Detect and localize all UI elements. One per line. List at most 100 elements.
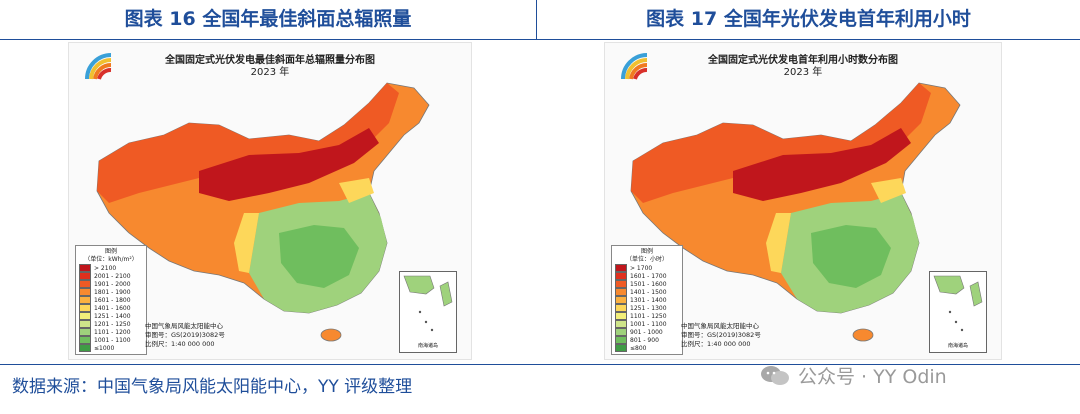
left-legend: 图例 （单位：kWh/m²） > 2100 2001 - 2100 1901 - 2…: [75, 245, 147, 355]
left-map-title: 全国固定式光伏发电最佳斜面年总辐照量分布图: [165, 55, 375, 66]
right-legend: 图例 （单位：小时） > 1700 1601 - 1700 1501 - 1600 1…: [611, 245, 683, 355]
legend-item: 1601 - 1700: [615, 272, 679, 280]
legend-label: ≤800: [630, 344, 647, 352]
legend-label: 1401 - 1500: [630, 288, 667, 296]
legend-label: 801 - 900: [630, 336, 659, 344]
right-map: 全国固定式光伏发电首年利用小时数分布图 2023 年 图例 （单位：小时） > …: [604, 42, 1002, 360]
legend-swatch: [615, 280, 627, 288]
legend-item: 1001 - 1100: [615, 320, 679, 328]
legend-label: 1251 - 1300: [630, 304, 667, 312]
legend-item: 1101 - 1200: [79, 328, 143, 336]
right-legend-title: 图例: [640, 248, 653, 255]
legend-label: 1901 - 2000: [94, 280, 131, 288]
legend-label: > 2100: [94, 264, 117, 272]
left-credit-scale: 比例尺：1:40 000 000: [145, 340, 215, 348]
legend-label: 1401 - 1600: [94, 304, 131, 312]
legend-label: 1001 - 1100: [630, 320, 667, 328]
left-logo-icon: [85, 53, 112, 80]
legend-swatch: [79, 264, 91, 272]
legend-item: 1251 - 1300: [615, 304, 679, 312]
legend-swatch: [615, 272, 627, 280]
left-figure-title: 图表 16 全国年最佳斜面总辐照量: [124, 8, 412, 30]
left-credit: 中国气象局风能太阳能中心 审图号：GS(2019)3082号 比例尺：1:40 …: [145, 322, 225, 349]
legend-swatch: [79, 344, 91, 352]
legend-item: 1901 - 2000: [79, 280, 143, 288]
legend-swatch: [79, 320, 91, 328]
legend-item: 1101 - 1250: [615, 312, 679, 320]
legend-item: 1001 - 1100: [79, 336, 143, 344]
legend-item: ≤800: [615, 344, 679, 352]
legend-item: 1401 - 1500: [615, 288, 679, 296]
left-inset-map: [403, 275, 453, 332]
left-legend-items: > 2100 2001 - 2100 1901 - 2000 1801 - 1900 1…: [79, 264, 143, 352]
right-legend-unit: （单位：小时）: [625, 256, 668, 263]
right-inset-map: [933, 275, 983, 332]
right-credit-org: 中国气象局风能太阳能中心: [681, 322, 759, 330]
legend-item: 1601 - 1800: [79, 296, 143, 304]
left-inset-caption: 南海诸岛: [417, 343, 438, 349]
legend-swatch: [615, 336, 627, 344]
legend-label: 1501 - 1600: [630, 280, 667, 288]
legend-swatch: [615, 344, 627, 352]
right-inset-caption: 南海诸岛: [947, 343, 968, 349]
legend-item: ≤1000: [79, 344, 143, 352]
legend-label: 2001 - 2100: [94, 272, 131, 280]
left-south-china-sea-inset: 南海诸岛: [399, 271, 457, 353]
legend-item: 1801 - 1900: [79, 288, 143, 296]
legend-label: 1301 - 1400: [630, 296, 667, 304]
left-legend-unit: （单位：kWh/m²）: [84, 256, 138, 263]
legend-item: 1301 - 1400: [615, 296, 679, 304]
legend-swatch: [79, 336, 91, 344]
left-legend-title: 图例: [104, 248, 117, 255]
legend-swatch: [79, 272, 91, 280]
legend-item: 1401 - 1600: [79, 304, 143, 312]
legend-item: > 1700: [615, 264, 679, 272]
legend-swatch: [615, 320, 627, 328]
title-separator: [536, 0, 537, 40]
watermark-text: 公众号 · YY Odin: [798, 366, 947, 388]
legend-label: 1101 - 1250: [630, 312, 667, 320]
left-credit-review: 审图号：GS(2019)3082号: [145, 331, 225, 339]
watermark: 公众号 · YY Odin: [760, 362, 947, 389]
right-credit: 中国气象局风能太阳能中心 审图号：GS(2019)3082号 比例尺：1:40 …: [681, 322, 761, 349]
data-source: 数据来源：中国气象局风能太阳能中心，YY 评级整理: [12, 377, 413, 397]
legend-item: 901 - 1000: [615, 328, 679, 336]
left-china-map: [96, 82, 430, 342]
legend-item: 1201 - 1250: [79, 320, 143, 328]
right-map-year: 2023 年: [783, 67, 823, 78]
legend-swatch: [79, 296, 91, 304]
left-credit-org: 中国气象局风能太阳能中心: [145, 322, 223, 330]
legend-swatch: [615, 328, 627, 336]
legend-swatch: [615, 296, 627, 304]
legend-item: > 2100: [79, 264, 143, 272]
legend-swatch: [615, 288, 627, 296]
right-south-china-sea-inset: 南海诸岛: [929, 271, 987, 353]
legend-label: 1601 - 1800: [94, 296, 131, 304]
right-map-title: 全国固定式光伏发电首年利用小时数分布图: [708, 55, 898, 66]
left-map-year: 2023 年: [250, 67, 290, 78]
right-credit-review: 审图号：GS(2019)3082号: [681, 331, 761, 339]
legend-swatch: [615, 264, 627, 272]
header-rule: [0, 39, 1080, 40]
right-credit-scale: 比例尺：1:40 000 000: [681, 340, 751, 348]
right-china-map: [630, 82, 961, 342]
legend-swatch: [79, 312, 91, 320]
legend-label: 1101 - 1200: [94, 328, 131, 336]
legend-label: ≤1000: [94, 344, 115, 352]
right-figure-title: 图表 17 全国年光伏发电首年利用小时: [646, 8, 971, 30]
legend-item: 801 - 900: [615, 336, 679, 344]
legend-label: 1801 - 1900: [94, 288, 131, 296]
legend-label: 901 - 1000: [630, 328, 663, 336]
legend-label: 1001 - 1100: [94, 336, 131, 344]
legend-item: 2001 - 2100: [79, 272, 143, 280]
legend-label: 1201 - 1250: [94, 320, 131, 328]
legend-swatch: [79, 304, 91, 312]
legend-swatch: [79, 280, 91, 288]
legend-label: 1601 - 1700: [630, 272, 667, 280]
legend-label: 1251 - 1400: [94, 312, 131, 320]
right-logo-icon: [621, 53, 648, 80]
legend-item: 1501 - 1600: [615, 280, 679, 288]
right-legend-items: > 1700 1601 - 1700 1501 - 1600 1401 - 1500 1…: [615, 264, 679, 352]
wechat-icon: [760, 365, 790, 387]
left-map: 全国固定式光伏发电最佳斜面年总辐照量分布图 2023 年 图例 （单位：kWh/…: [68, 42, 472, 360]
